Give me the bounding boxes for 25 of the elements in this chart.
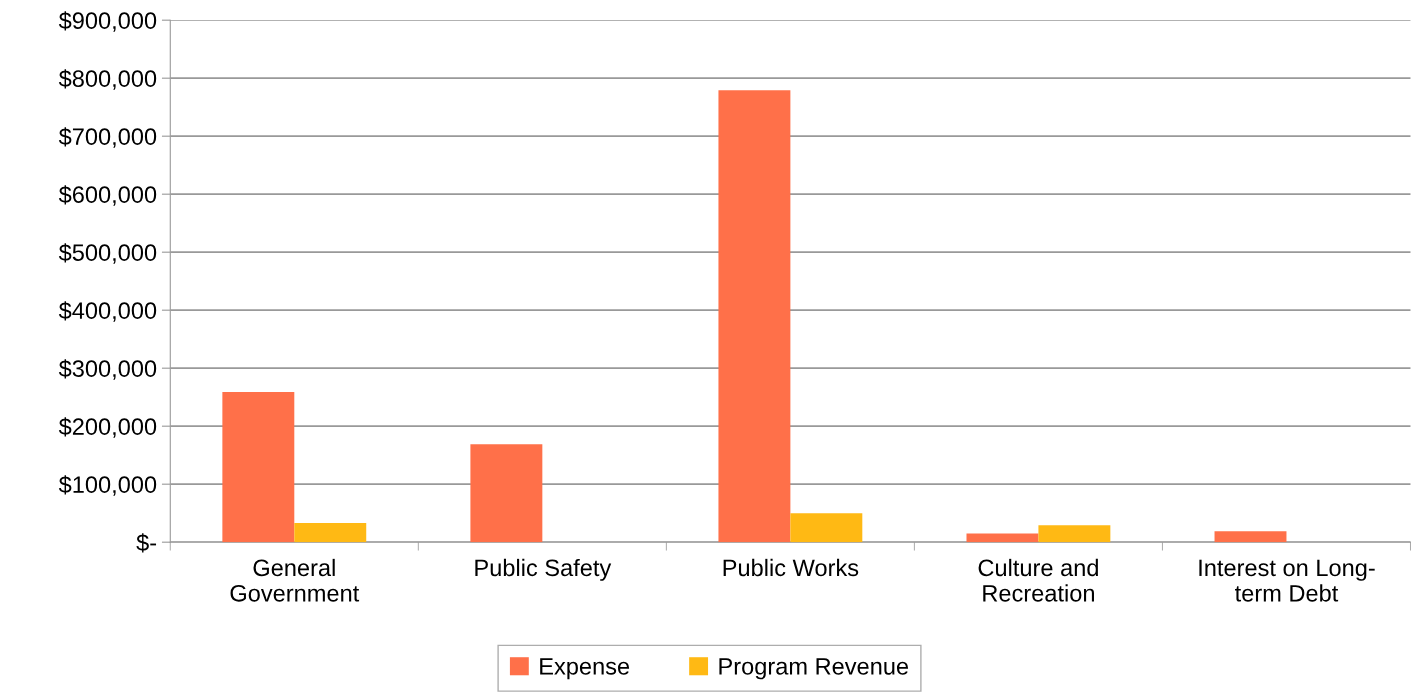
- x-tick-label: Interest on Long- term Debt: [1199, 559, 1375, 602]
- y-tick-label: $200,000: [58, 417, 157, 438]
- bar: [1214, 531, 1287, 543]
- bar: [222, 391, 295, 543]
- bar: [718, 90, 791, 543]
- y-tick-label: $-: [136, 533, 157, 553]
- bar: [966, 533, 1039, 543]
- bar: [1038, 525, 1111, 543]
- x-tick-label: Public Works: [723, 558, 859, 577]
- bar: [294, 523, 367, 543]
- y-tick-label: $400,000: [58, 301, 157, 322]
- x-tick-label: Culture and Recreation: [978, 558, 1098, 602]
- y-tick-label: $100,000: [58, 475, 157, 496]
- y-tick-label: $300,000: [58, 359, 157, 380]
- y-tick-label: $600,000: [58, 185, 157, 206]
- legend-label: Expense: [540, 658, 630, 680]
- y-tick-label: $500,000: [58, 243, 157, 264]
- y-tick-label: $700,000: [58, 127, 157, 148]
- y-tick-label: $900,000: [58, 11, 157, 32]
- bar: [790, 513, 863, 543]
- legend-label: Program Revenue: [719, 658, 909, 680]
- x-tick-label: General Government: [230, 558, 360, 602]
- y-tick-label: $800,000: [58, 69, 157, 90]
- x-tick-label: Public Safety: [475, 558, 612, 581]
- bar: [470, 444, 543, 543]
